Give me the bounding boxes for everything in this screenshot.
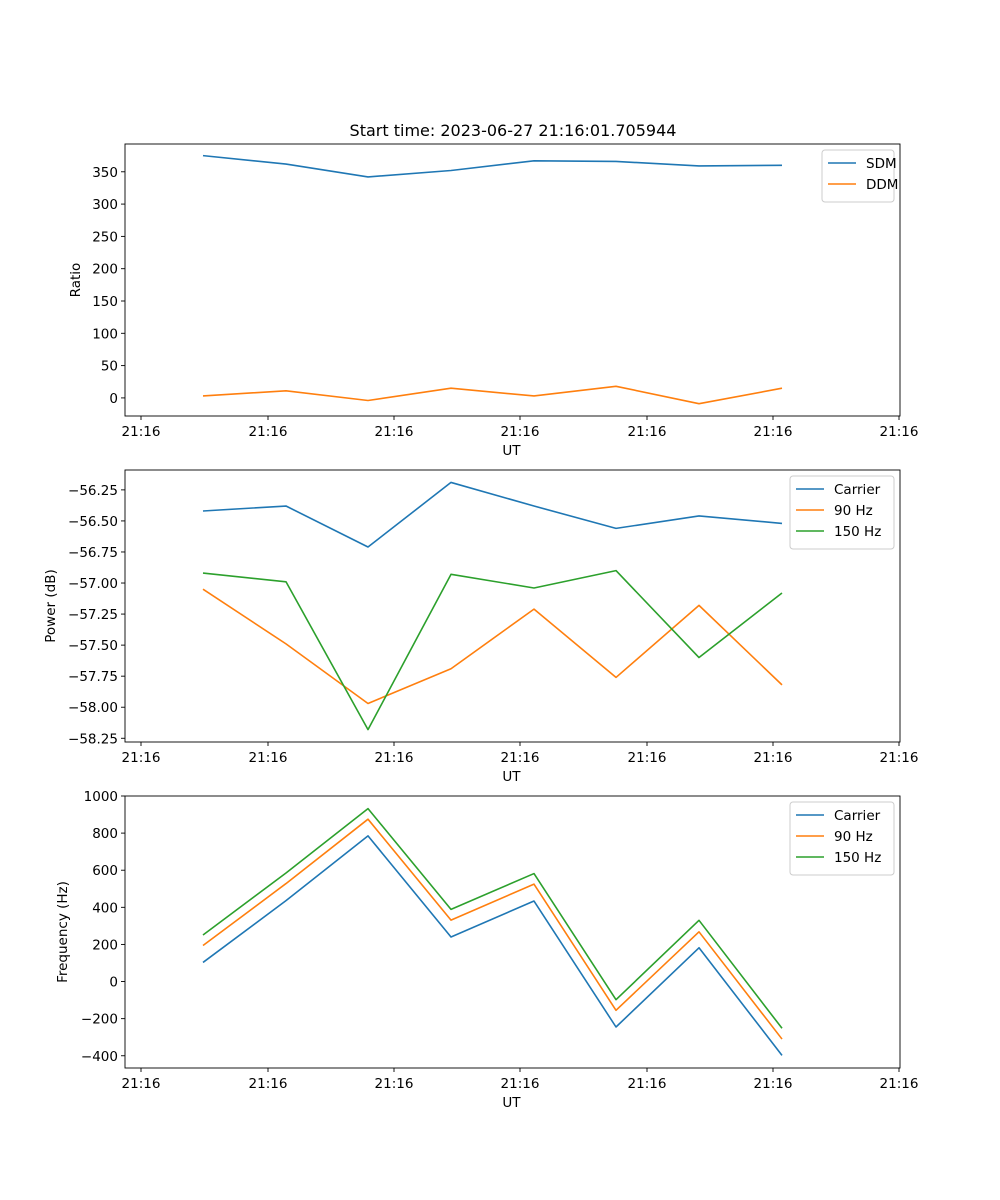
y-tick-label: 1000 [84, 789, 118, 805]
y-tick-label: 400 [92, 900, 118, 916]
series-line-90-hz [202, 588, 783, 705]
x-axis-label: UT [502, 443, 521, 459]
series-line-sdm [202, 154, 783, 178]
y-tick-label: 350 [92, 165, 118, 181]
chart-panel-3: −400 −200 0 200 400 600 800 1000 21:16 21:16 21:16… [55, 789, 918, 1111]
x-tick-label: 21:16 [122, 1076, 161, 1092]
x-tick-label: 21:16 [249, 424, 288, 440]
x-tick-label: 21:16 [249, 1076, 288, 1092]
legend-label: 150 Hz [834, 850, 881, 866]
x-tick-label: 21:16 [122, 424, 161, 440]
y-tick-label: −56.75 [68, 545, 118, 561]
y-tick-label: −57.00 [68, 576, 118, 592]
y-axis-label: Power (dB) [43, 569, 59, 642]
y-tick-label: 0 [109, 391, 118, 407]
y-tick-label: −58.25 [68, 731, 118, 747]
y-tick-label: 100 [92, 326, 118, 342]
x-tick-label: 21:16 [628, 1076, 667, 1092]
chart-panel-1: 0 50 100 150 200 250 300 350 21:16 21:16 21:16 21:1… [68, 143, 919, 459]
series-line-90-hz [202, 818, 783, 1040]
legend-label: Carrier [834, 808, 881, 824]
x-tick-label: 21:16 [880, 750, 919, 766]
x-tick-label: 21:16 [375, 1076, 414, 1092]
x-tick-label: 21:16 [501, 424, 540, 440]
y-tick-label: 600 [92, 863, 118, 879]
y-tick-label: −58.00 [68, 700, 118, 716]
series-line-150-hz [202, 807, 783, 1029]
x-tick-label: 21:16 [375, 424, 414, 440]
legend-label: Carrier [834, 482, 881, 498]
x-tick-label: 21:16 [628, 424, 667, 440]
x-tick-label: 21:16 [880, 1076, 919, 1092]
y-axis-label: Frequency (Hz) [55, 881, 71, 983]
y-tick-label: 150 [92, 294, 118, 310]
y-tick-label: −200 [81, 1012, 118, 1028]
y-tick-label: −57.25 [68, 607, 118, 623]
x-axis-label: UT [502, 1095, 521, 1111]
axes-frame [124, 143, 901, 417]
panels: 0 50 100 150 200 250 300 350 21:16 21:16 21:16 21:1… [43, 143, 919, 1111]
chart-panel-2: −58.25 −58.00 −57.75 −57.50 −57.25 −57.00 −56.… [43, 469, 919, 785]
x-tick-label: 21:16 [754, 750, 793, 766]
x-tick-label: 21:16 [754, 424, 793, 440]
x-tick-label: 21:16 [628, 750, 667, 766]
figure-title: Start time: 2023-06-27 21:16:01.705944 [350, 121, 677, 140]
y-tick-label: −400 [81, 1049, 118, 1065]
legend-label: SDM [866, 156, 897, 172]
x-tick-label: 21:16 [501, 750, 540, 766]
y-tick-label: −56.50 [68, 514, 118, 530]
x-tick-label: 21:16 [249, 750, 288, 766]
x-tick-label: 21:16 [122, 750, 161, 766]
x-tick-label: 21:16 [880, 424, 919, 440]
y-tick-label: −57.50 [68, 638, 118, 654]
x-tick-label: 21:16 [375, 750, 414, 766]
axes-frame [124, 469, 901, 743]
legend-label: DDM [866, 177, 898, 193]
y-tick-label: 300 [92, 197, 118, 213]
legend-label: 150 Hz [834, 524, 881, 540]
legend-label: 90 Hz [834, 829, 873, 845]
series-line-carrier [202, 835, 783, 1056]
y-tick-label: −57.75 [68, 669, 118, 685]
y-tick-label: 50 [101, 359, 118, 375]
x-tick-label: 21:16 [501, 1076, 540, 1092]
y-tick-label: 0 [109, 975, 118, 991]
legend-label: 90 Hz [834, 503, 873, 519]
x-axis-label: UT [502, 769, 521, 785]
x-tick-label: 21:16 [754, 1076, 793, 1092]
axes-frame [124, 795, 901, 1069]
y-tick-label: 800 [92, 826, 118, 842]
series-line-150-hz [202, 569, 783, 731]
y-tick-label: 250 [92, 229, 118, 245]
series-line-ddm [202, 385, 783, 405]
y-tick-label: −56.25 [68, 483, 118, 499]
y-tick-label: 200 [92, 937, 118, 953]
y-axis-label: Ratio [68, 263, 84, 298]
y-tick-label: 200 [92, 262, 118, 278]
series-line-carrier [202, 481, 783, 548]
